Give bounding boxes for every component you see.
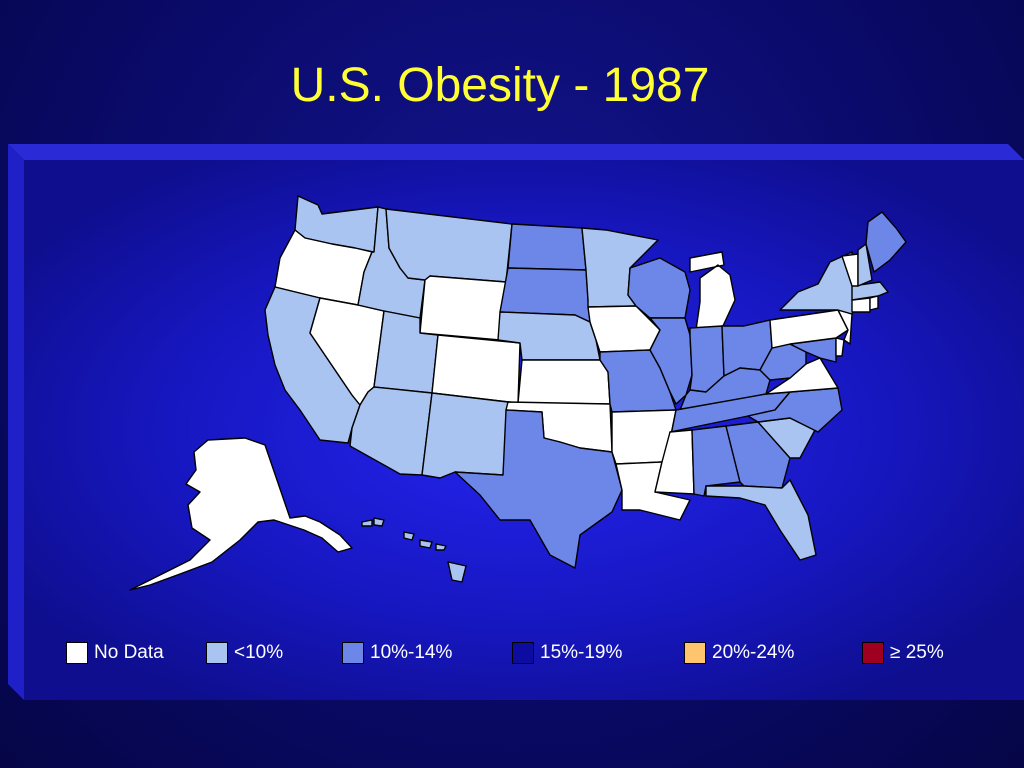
panel-left-bevel [8,144,24,700]
legend-swatch-15-19 [512,642,534,664]
legend-label-15-19: 15%-19% [540,642,623,663]
state-rhode_island [869,295,879,311]
legend-label-10-14: 10%-14% [370,642,453,663]
state-wyoming [419,275,507,341]
state-texas [454,409,623,569]
state-michigan [689,251,736,331]
state-massachusetts [851,281,889,301]
state-florida [705,479,817,561]
legend-item-20-24: 20%-24% [684,640,794,666]
legend-label-lt10: <10% [234,642,284,663]
panel-top-bevel [8,144,1024,160]
legend-swatch-20-24 [684,642,706,664]
legend-swatch-lt10 [206,642,228,664]
legend-swatch-10-14 [342,642,364,664]
us-map [129,195,907,591]
slide-title: U.S. Obesity - 1987 [290,59,710,112]
legend-item-ge25: ≥ 25% [862,640,944,666]
state-illinois [649,317,693,405]
legend: No Data <10% 10%-14% 15%-19% 20%-24% ≥ 2… [66,640,986,666]
state-colorado [431,334,521,404]
legend-label-no-data: No Data [94,642,164,663]
legend-item-lt10: <10% [206,640,283,666]
map-panel [8,144,1024,700]
legend-item-10-14: 10%-14% [342,640,452,666]
state-kansas [517,359,611,405]
state-mississippi [654,429,695,495]
legend-label-ge25: ≥ 25% [890,642,944,663]
state-maine [865,211,907,273]
state-new_hampshire [857,243,873,287]
legend-swatch-ge25 [862,642,884,664]
state-arizona [349,386,433,476]
legend-item-15-19: 15%-19% [512,640,622,666]
state-north_carolina [747,387,843,433]
state-montana [385,208,513,283]
legend-label-20-24: 20%-24% [712,642,795,663]
state-new_mexico [421,392,509,479]
state-north_dakota [507,223,587,271]
legend-item-no-data: No Data [66,640,164,666]
legend-swatch-no-data [66,642,88,664]
state-delaware [835,337,845,357]
state-alaska [129,437,353,591]
state-hawaii [361,517,467,583]
